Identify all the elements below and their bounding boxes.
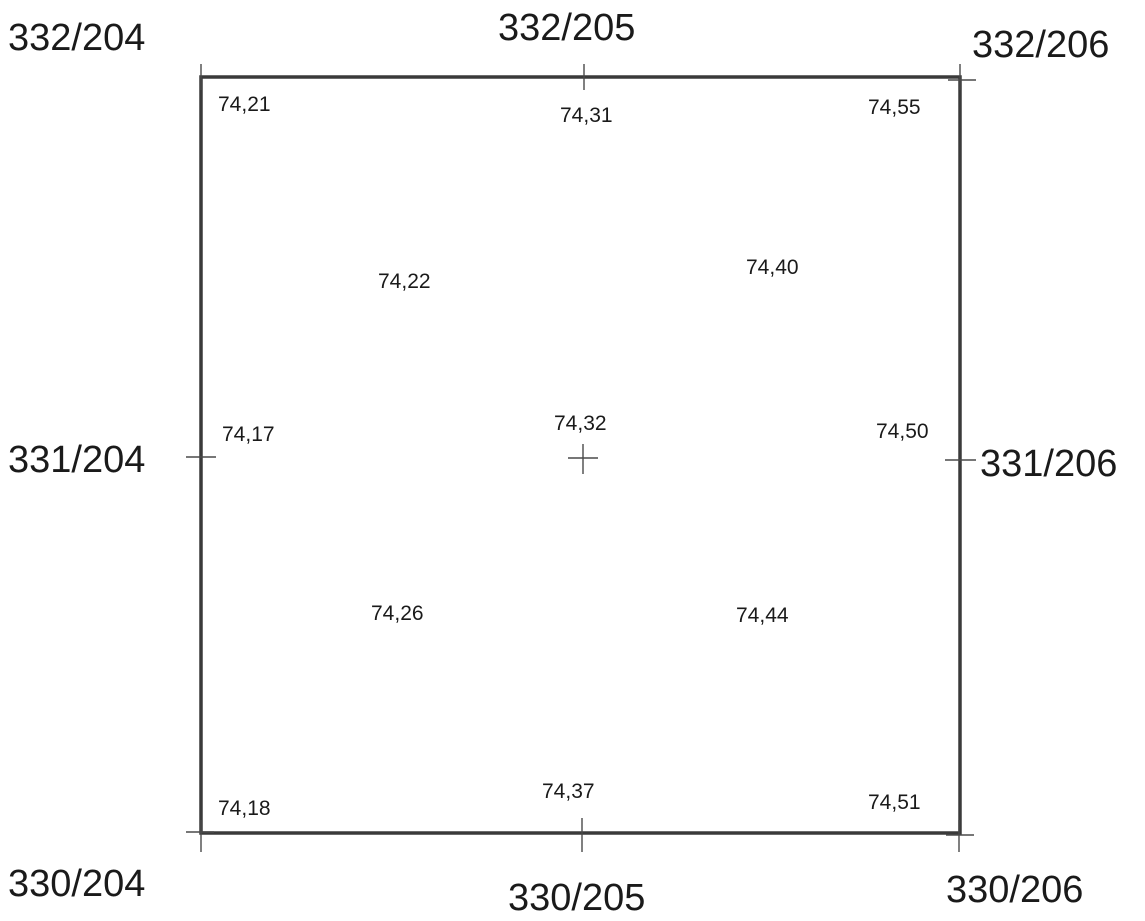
spot-height-mid-left: 74,17 xyxy=(222,423,275,446)
spot-height-mid-right: 74,50 xyxy=(876,420,929,443)
spot-height-top-left: 74,21 xyxy=(218,93,271,116)
spot-height-lower-left: 74,26 xyxy=(371,602,424,625)
spot-height-center: 74,32 xyxy=(554,412,607,435)
spot-height-top-mid: 74,31 xyxy=(560,104,613,127)
grid-label-top-mid: 332/205 xyxy=(498,7,635,49)
grid-square-border xyxy=(199,75,962,835)
grid-label-bottom-right: 330/206 xyxy=(946,869,1083,911)
spot-height-bottom-left: 74,18 xyxy=(218,797,271,820)
grid-ticks xyxy=(186,64,976,852)
grid-label-mid-right: 331/206 xyxy=(980,443,1117,485)
spot-height-upper-left: 74,22 xyxy=(378,270,431,293)
spot-height-lower-right: 74,44 xyxy=(736,604,789,627)
grid-label-mid-left: 331/204 xyxy=(8,439,145,481)
spot-height-bottom-mid: 74,37 xyxy=(542,780,595,803)
grid-label-top-right: 332/206 xyxy=(972,24,1109,66)
center-cross-icon xyxy=(568,444,598,474)
grid-label-top-left: 332/204 xyxy=(8,17,145,59)
spot-height-top-right: 74,55 xyxy=(868,96,921,119)
grid-label-bottom-mid: 330/205 xyxy=(508,877,645,919)
grid-label-bottom-left: 330/204 xyxy=(8,863,145,905)
spot-height-bottom-right: 74,51 xyxy=(868,791,921,814)
spot-height-upper-right: 74,40 xyxy=(746,256,799,279)
